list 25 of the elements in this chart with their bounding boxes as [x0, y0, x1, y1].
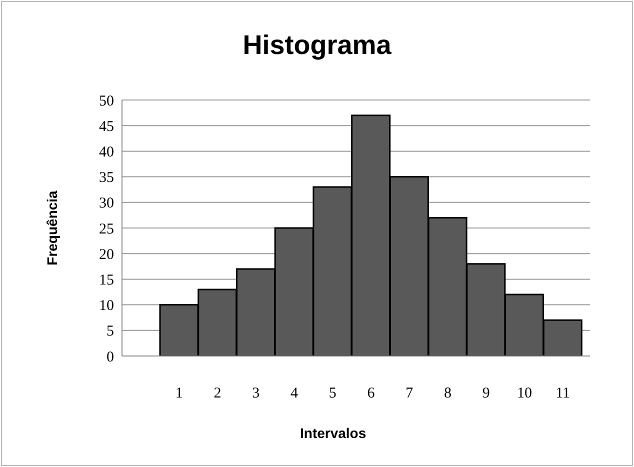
y-tick-label: 30 [99, 196, 114, 212]
x-tick-label: 5 [328, 386, 336, 402]
x-tick-label: 4 [290, 386, 299, 402]
y-tick-label: 50 [99, 93, 114, 110]
chart-title: Histograma [242, 30, 392, 61]
y-tick-label: 5 [106, 324, 114, 340]
y-tick-label: 25 [99, 221, 114, 238]
x-tick-label: 10 [516, 386, 532, 402]
y-tick-label: 20 [99, 246, 114, 263]
x-tick-label: 6 [367, 386, 376, 402]
x-axis-title: Intervalos [300, 425, 366, 441]
x-tick-label: 7 [406, 386, 414, 402]
y-tick-label: 10 [99, 298, 114, 314]
y-tick-label: 0 [106, 349, 114, 366]
x-tick-label: 8 [444, 386, 452, 402]
y-axis-title: Frequência [44, 190, 60, 266]
y-tick-label: 45 [99, 118, 114, 135]
x-tick-label: 3 [252, 386, 260, 402]
y-tick-label: 35 [99, 170, 114, 186]
y-tick-label: 40 [99, 144, 114, 161]
x-tick-label: 2 [214, 386, 222, 402]
y-tick-label: 15 [99, 272, 114, 289]
x-tick-label: 9 [482, 386, 490, 402]
x-tick-label: 11 [556, 386, 570, 402]
x-tick-label: 1 [175, 386, 183, 402]
